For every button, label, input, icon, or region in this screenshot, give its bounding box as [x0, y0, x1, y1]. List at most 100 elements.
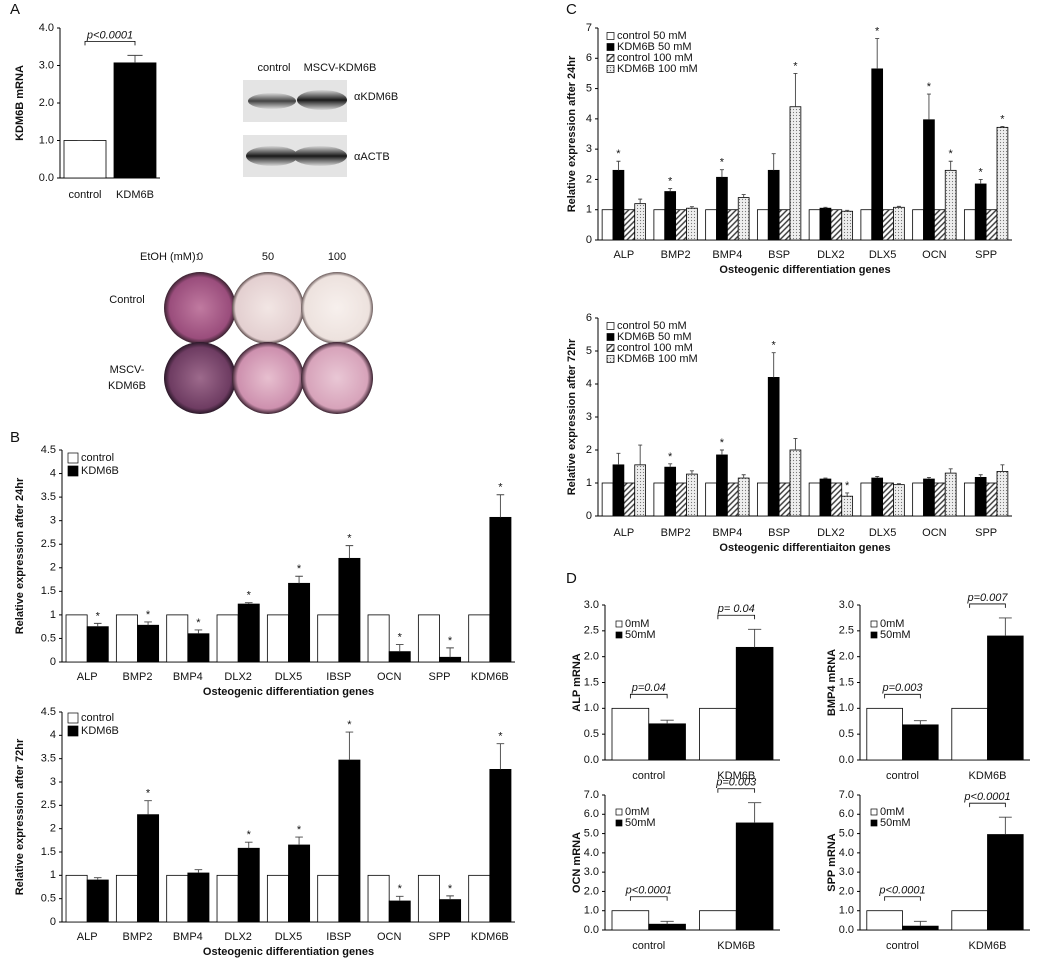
bar: [113, 62, 157, 179]
error-bar: [295, 836, 303, 845]
bar: [841, 495, 854, 517]
significance-marker: *: [845, 480, 850, 492]
bar: [882, 482, 894, 517]
y-axis-title: BMP4 mRNA: [826, 649, 838, 716]
legend-label: KDM6B: [81, 465, 119, 477]
p-value-bracket: [629, 896, 668, 901]
bar: [778, 482, 791, 517]
p-value-bracket: [969, 603, 1006, 608]
bar: [417, 614, 440, 663]
bar: [902, 925, 939, 931]
x-axis-title: Osteogenic differentiaiton genes: [719, 542, 890, 554]
error-bar: [345, 545, 354, 559]
x-axis-title: Osteogenic differentiation genes: [203, 946, 374, 958]
legend-label: KDM6B: [81, 725, 119, 737]
bar: [974, 476, 987, 517]
x-tick-label: BMP4: [712, 249, 742, 261]
bar: [866, 910, 903, 931]
y-axis-title: Relative expression after 24hr: [566, 55, 578, 212]
bar: [963, 209, 976, 241]
x-tick-label: ALP: [77, 931, 98, 943]
error-bar: [719, 169, 724, 178]
bar: [912, 209, 924, 241]
error-bar: [395, 644, 404, 652]
error-bar: [295, 575, 303, 584]
y-tick-label: 1: [586, 477, 592, 489]
significance-marker: *: [668, 175, 673, 187]
bar: [716, 454, 728, 517]
panel-label: C: [566, 1, 577, 18]
panel-label: A: [10, 1, 20, 18]
significance-marker: *: [498, 482, 503, 494]
bar: [489, 769, 512, 923]
x-tick-label: OCN: [377, 671, 402, 683]
x-tick-label: KDM6B: [471, 931, 509, 943]
legend-swatch: [606, 32, 615, 40]
y-tick-label: 1.5: [41, 585, 56, 597]
bar: [944, 169, 957, 241]
x-tick-label: BMP2: [661, 527, 691, 539]
y-tick-label: 4.5: [41, 706, 56, 718]
significance-marker: *: [398, 883, 403, 895]
legend-swatch: [870, 631, 878, 639]
bar: [63, 140, 107, 179]
bar: [338, 557, 361, 663]
bar: [653, 482, 666, 517]
legend-swatch: [870, 819, 878, 827]
bar: [871, 477, 884, 517]
error-bar: [741, 194, 746, 198]
bar: [996, 471, 1009, 517]
staining-row-label: Control: [109, 294, 144, 306]
y-tick-label: 0: [586, 510, 592, 522]
staining-header: EtOH (mM):: [140, 251, 199, 263]
y-tick-label: 4.0: [39, 22, 54, 34]
error-bar: [978, 474, 983, 478]
error-bar: [875, 38, 880, 69]
legend-swatch: [606, 344, 615, 352]
bar: [388, 900, 411, 923]
legend-swatch: [67, 725, 79, 737]
y-tick-label: 0.5: [584, 728, 599, 740]
significance-marker: *: [979, 166, 984, 178]
bar: [137, 814, 160, 923]
p-value: p=0.007: [966, 592, 1008, 604]
significance-marker: *: [772, 340, 777, 352]
y-tick-label: 7.0: [584, 789, 599, 801]
panel-label: D: [566, 570, 577, 587]
bar: [166, 874, 189, 923]
blot-lane-label: control: [257, 62, 290, 74]
x-tick-label: BMP2: [123, 671, 153, 683]
legend-swatch: [615, 631, 623, 639]
bar: [65, 874, 88, 923]
bar: [987, 834, 1024, 931]
y-tick-label: 3.5: [41, 753, 56, 765]
bar: [974, 183, 987, 241]
bar: [944, 472, 957, 517]
y-tick-label: 3: [50, 515, 56, 527]
y-tick-label: 1.0: [839, 905, 854, 917]
bar: [237, 847, 260, 923]
x-tick-label: ALP: [613, 527, 634, 539]
y-tick-label: 4: [586, 113, 592, 125]
x-tick-label: control: [68, 189, 101, 201]
y-tick-label: 6: [586, 52, 592, 64]
bar: [830, 482, 843, 517]
bar: [367, 614, 390, 663]
legend-label: 50mM: [880, 629, 911, 641]
bar: [726, 209, 739, 241]
p-value: p<0.0001: [625, 885, 672, 897]
bar: [137, 624, 160, 663]
error-bar: [668, 463, 673, 468]
bar: [735, 646, 774, 761]
legend-swatch: [615, 620, 623, 628]
x-tick-label: control: [632, 940, 665, 952]
y-tick-label: 5.0: [584, 827, 599, 839]
bar: [216, 874, 239, 923]
y-tick-label: 2.5: [584, 625, 599, 637]
y-tick-label: 1.5: [584, 676, 599, 688]
y-tick-label: 1: [50, 869, 56, 881]
y-tick-label: 3: [586, 143, 592, 155]
error-bar: [668, 188, 673, 192]
x-tick-label: control: [632, 770, 665, 782]
blot-antibody: αKDM6B: [354, 91, 398, 103]
